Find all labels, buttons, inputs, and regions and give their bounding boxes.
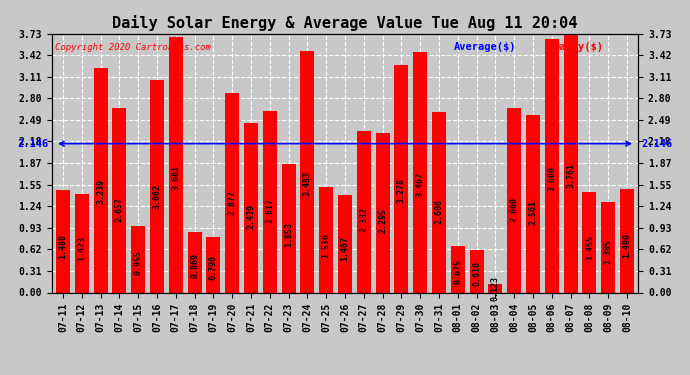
Bar: [94, 68, 108, 292]
Bar: [451, 246, 465, 292]
Bar: [150, 80, 164, 292]
Text: 2.606: 2.606: [435, 199, 444, 223]
Text: 2.439: 2.439: [246, 204, 255, 229]
Bar: [244, 123, 258, 292]
Text: 3.761: 3.761: [566, 163, 575, 188]
Bar: [56, 190, 70, 292]
Bar: [169, 37, 183, 292]
Bar: [112, 108, 126, 292]
Bar: [188, 232, 201, 292]
Text: 2.561: 2.561: [529, 200, 538, 225]
Text: 0.123: 0.123: [491, 276, 500, 301]
Text: 0.955: 0.955: [134, 250, 143, 275]
Bar: [469, 250, 484, 292]
Text: Average($): Average($): [453, 42, 516, 51]
Bar: [375, 133, 390, 292]
Bar: [357, 131, 371, 292]
Text: Copyright 2020 Cartronics.com: Copyright 2020 Cartronics.com: [55, 43, 210, 52]
Text: 2.332: 2.332: [359, 207, 368, 232]
Text: 3.239: 3.239: [96, 179, 105, 204]
Text: 1.480: 1.480: [59, 234, 68, 259]
Text: 3.278: 3.278: [397, 178, 406, 203]
Bar: [582, 192, 596, 292]
Bar: [489, 284, 502, 292]
Text: 3.467: 3.467: [415, 172, 424, 197]
Text: 3.660: 3.660: [547, 166, 556, 191]
Text: 0.869: 0.869: [190, 253, 199, 278]
Title: Daily Solar Energy & Average Value Tue Aug 11 20:04: Daily Solar Energy & Average Value Tue A…: [112, 15, 578, 31]
Text: 1.455: 1.455: [585, 235, 594, 260]
Bar: [507, 108, 521, 292]
Text: 2.146: 2.146: [17, 139, 49, 148]
Bar: [282, 164, 295, 292]
Text: 1.423: 1.423: [77, 236, 86, 261]
Text: 1.490: 1.490: [622, 234, 631, 258]
Text: 0.796: 0.796: [209, 255, 218, 280]
Text: 0.675: 0.675: [453, 259, 462, 284]
Text: 2.660: 2.660: [510, 197, 519, 222]
Bar: [601, 202, 615, 292]
Bar: [413, 52, 427, 292]
Text: 0.618: 0.618: [472, 261, 481, 286]
Bar: [620, 189, 634, 292]
Bar: [432, 112, 446, 292]
Bar: [544, 39, 559, 292]
Text: 2.617: 2.617: [266, 198, 275, 223]
Text: 2.295: 2.295: [378, 209, 387, 233]
Bar: [526, 115, 540, 292]
Text: 1.853: 1.853: [284, 222, 293, 247]
Text: 2.877: 2.877: [228, 190, 237, 215]
Bar: [395, 65, 408, 292]
Bar: [131, 226, 146, 292]
Bar: [206, 237, 221, 292]
Bar: [564, 32, 578, 292]
Text: 3.483: 3.483: [303, 171, 312, 196]
Text: 3.062: 3.062: [152, 184, 161, 209]
Text: 1.407: 1.407: [340, 236, 350, 261]
Text: 2.146: 2.146: [641, 139, 673, 148]
Bar: [75, 194, 89, 292]
Bar: [300, 51, 315, 292]
Text: 3.681: 3.681: [171, 165, 180, 190]
Text: Daily($): Daily($): [553, 42, 603, 51]
Bar: [225, 93, 239, 292]
Bar: [319, 188, 333, 292]
Bar: [263, 111, 277, 292]
Text: 1.516: 1.516: [322, 232, 331, 258]
Bar: [338, 195, 352, 292]
Text: 2.657: 2.657: [115, 197, 124, 222]
Text: 1.305: 1.305: [604, 239, 613, 264]
